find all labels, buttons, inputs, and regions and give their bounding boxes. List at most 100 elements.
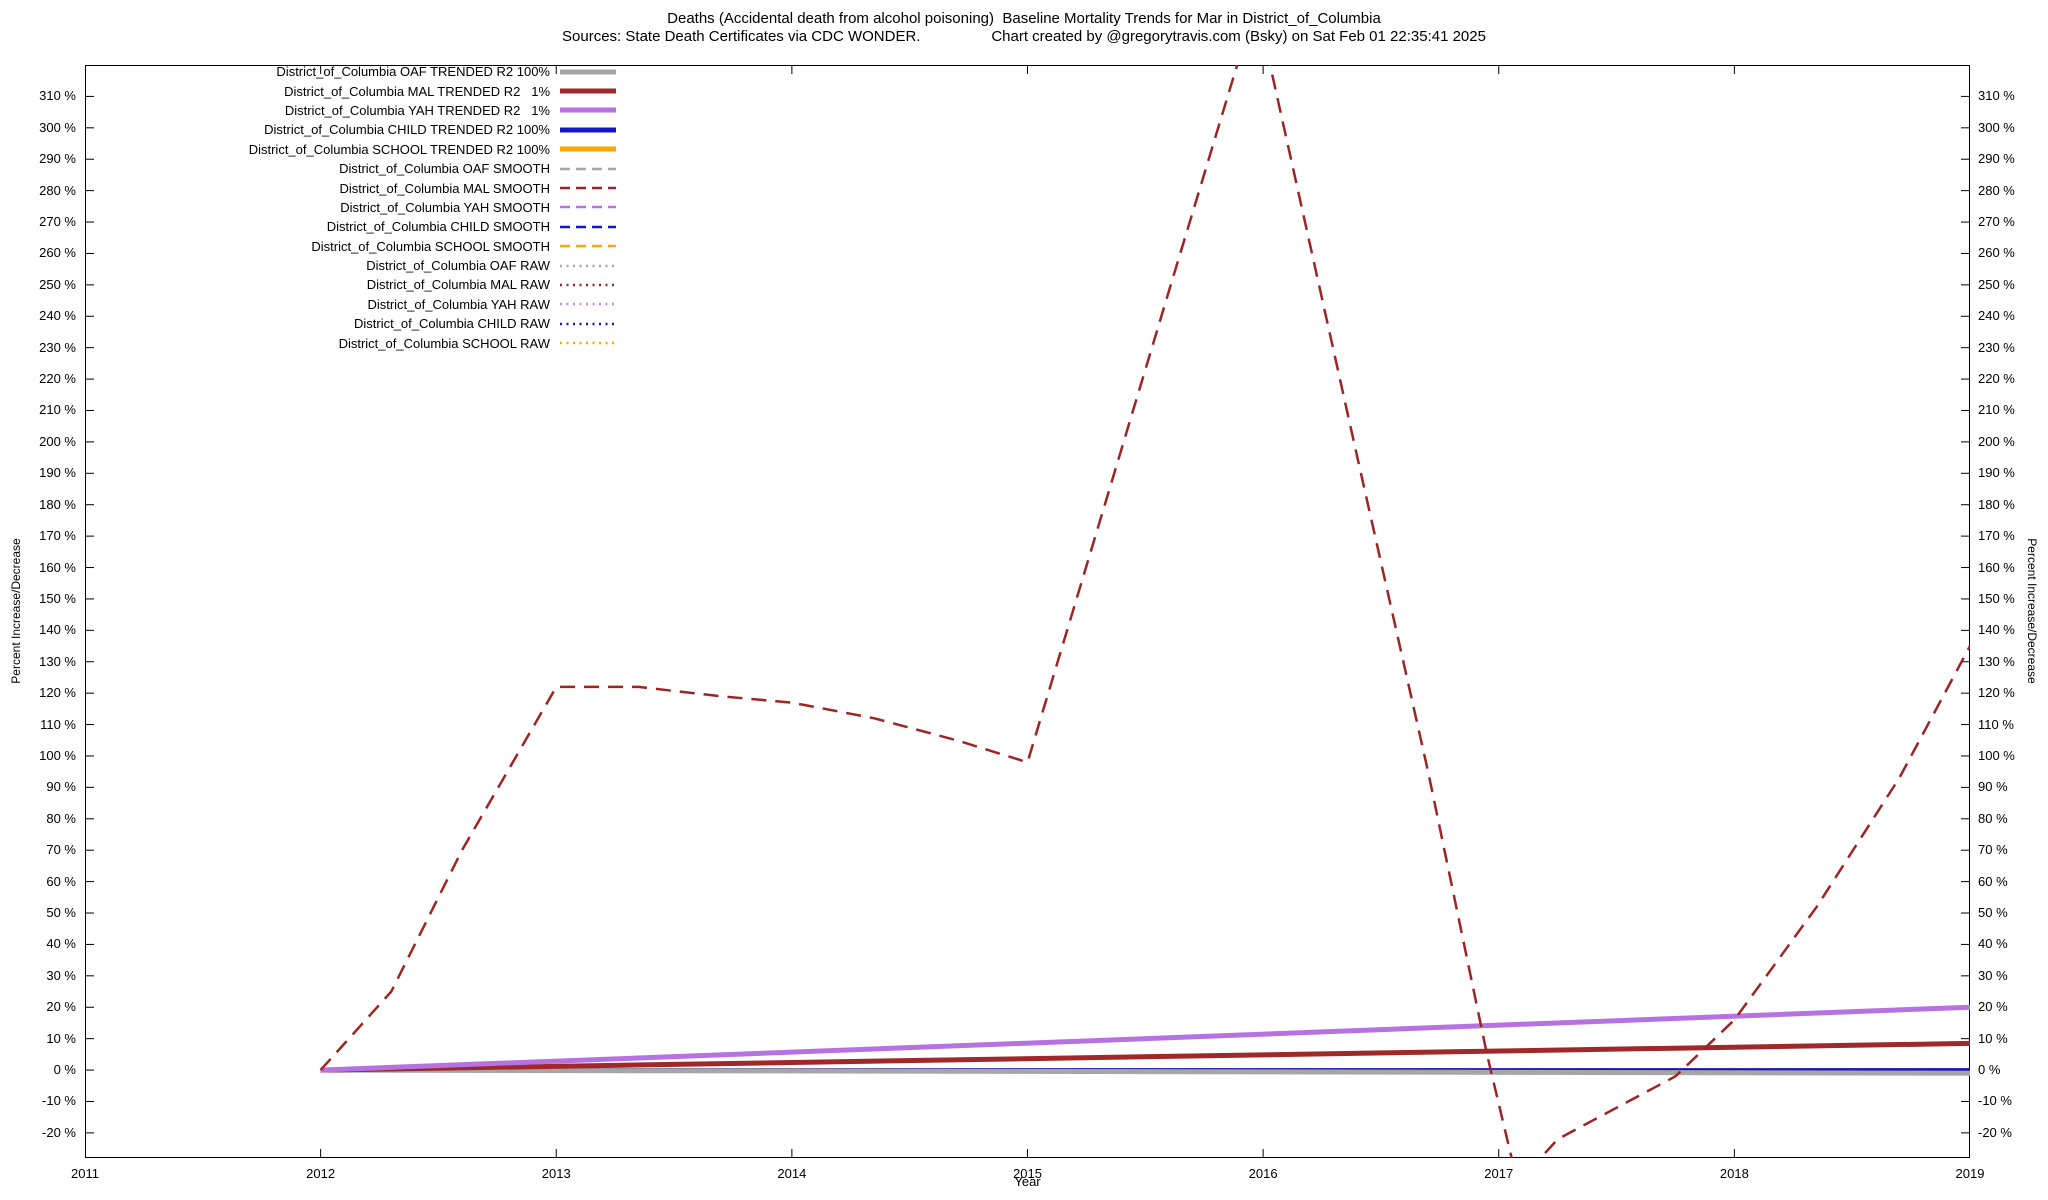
y-tick-label: 60 %	[46, 873, 76, 889]
x-tick-label: 2012	[306, 1166, 336, 1181]
y-tick-label: 130 %	[39, 653, 76, 669]
y-tick-label: 240 %	[1978, 308, 2015, 324]
y-tick-label: 40 %	[1978, 936, 2008, 952]
y-tick-label: 310 %	[39, 88, 76, 104]
x-axis-label: Year	[1014, 1174, 1041, 1189]
y-tick-label: 300 %	[1978, 119, 2015, 135]
y-tick-label: 20 %	[1978, 999, 2008, 1015]
legend-item: District_of_Columbia MAL SMOOTH	[85, 178, 617, 197]
y-tick-label: 30 %	[1978, 967, 2008, 983]
y-tick-label: 70 %	[1978, 842, 2008, 858]
legend-item: District_of_Columbia MAL TRENDED R2 1%	[85, 81, 617, 100]
y-tick-label: 160 %	[1978, 559, 2015, 575]
y-tick-label: 170 %	[39, 528, 76, 544]
y-tick-label: 200 %	[1978, 433, 2015, 449]
y-tick-label: 100 %	[39, 747, 76, 763]
x-tick-label: 2014	[777, 1166, 807, 1181]
y-tick-label: 290 %	[1978, 151, 2015, 167]
y-tick-label: 220 %	[39, 371, 76, 387]
y-tick-label: 120 %	[39, 685, 76, 701]
legend-item: District_of_Columbia YAH SMOOTH	[85, 198, 617, 217]
legend-line-sample	[560, 167, 616, 170]
y-tick-label: 140 %	[39, 622, 76, 638]
y-tick-label: 10 %	[46, 1030, 76, 1046]
y-tick-label: 60 %	[1978, 873, 2008, 889]
plot-area	[85, 65, 1970, 1158]
y-tick-label: 100 %	[1978, 747, 2015, 763]
y-tick-label: 200 %	[39, 433, 76, 449]
legend-item: District_of_Columbia OAF SMOOTH	[85, 159, 617, 178]
legend-item-label: District_of_Columbia CHILD RAW	[353, 316, 550, 332]
legend-item-label: District_of_Columbia YAH SMOOTH	[340, 199, 550, 215]
legend-line-sample	[560, 341, 616, 345]
y-tick-label: 150 %	[1978, 590, 2015, 606]
y-tick-label: 30 %	[46, 967, 76, 983]
y-tick-label: 280 %	[1978, 182, 2015, 198]
y-tick-label: 190 %	[1978, 465, 2015, 481]
y-tick-label: 40 %	[46, 936, 76, 952]
series-line	[320, 1067, 1970, 1076]
legend-line-sample	[560, 244, 616, 248]
legend-item: District_of_Columbia CHILD SMOOTH	[85, 217, 617, 236]
legend-item: District_of_Columbia SCHOOL SMOOTH	[85, 237, 617, 256]
y-tick-label: 210 %	[1978, 402, 2015, 418]
y-tick-label: 260 %	[1978, 245, 2015, 261]
legend-item: District_of_Columbia CHILD RAW	[85, 314, 617, 333]
y-tick-label: 240 %	[39, 308, 76, 324]
y-tick-label: 70 %	[46, 842, 76, 858]
y-tick-label: 310 %	[1978, 88, 2015, 104]
y-tick-label: 80 %	[46, 810, 76, 826]
legend-line-sample	[560, 146, 616, 152]
legend-item: District_of_Columbia YAH TRENDED R2 1%	[85, 101, 617, 120]
legend-line-sample	[560, 322, 616, 326]
y-tick-label: -20 %	[1978, 1124, 2012, 1140]
legend-item-label: District_of_Columbia SCHOOL TRENDED R2 1…	[248, 141, 550, 157]
y-tick-label: 110 %	[40, 716, 76, 732]
legend-item-label: District_of_Columbia MAL SMOOTH	[339, 180, 550, 196]
y-tick-label: 120 %	[1978, 685, 2015, 701]
y-tick-label: 270 %	[1978, 214, 2015, 230]
y-tick-label: -10 %	[1978, 1093, 2012, 1109]
y-tick-label: -20 %	[42, 1124, 76, 1140]
legend-item-label: District_of_Columbia YAH RAW	[367, 296, 550, 312]
legend-item-label: District_of_Columbia OAF RAW	[366, 258, 550, 274]
chart-subtitle: Sources: State Death Certificates via CD…	[562, 28, 1486, 45]
y-tick-label: 290 %	[39, 151, 76, 167]
legend-line-sample	[560, 69, 616, 75]
legend-item-label: District_of_Columbia MAL TRENDED R2 1%	[284, 83, 550, 99]
legend-line-sample	[560, 107, 616, 113]
chart-title: Deaths (Accidental death from alcohol po…	[667, 10, 1381, 27]
y-tick-label: 90 %	[46, 779, 76, 795]
y-tick-label: 180 %	[1978, 496, 2015, 512]
y-tick-label: 0 %	[53, 1062, 76, 1078]
legend-item-label: District_of_Columbia SCHOOL SMOOTH	[311, 238, 550, 254]
series-line	[320, 1004, 1970, 1073]
legend-item-label: District_of_Columbia YAH TRENDED R2 1%	[284, 102, 550, 118]
y-tick-label: 150 %	[39, 590, 76, 606]
y-tick-label: 190 %	[39, 465, 76, 481]
legend-line-sample	[560, 127, 616, 133]
y-tick-label: 280 %	[39, 182, 76, 198]
y-tick-label: 0 %	[1978, 1062, 2001, 1078]
y-tick-label: 250 %	[1978, 276, 2015, 292]
legend-line-sample	[560, 264, 616, 267]
y-tick-label: 50 %	[1978, 905, 2008, 921]
legend-line-sample	[560, 303, 616, 306]
y-tick-label: 90 %	[1978, 779, 2008, 795]
y-tick-label: 210 %	[39, 402, 76, 418]
legend-item: District_of_Columbia OAF TRENDED R2 100%	[85, 62, 617, 81]
legend-item: District_of_Columbia MAL RAW	[85, 275, 617, 294]
legend-item: District_of_Columbia OAF RAW	[85, 256, 617, 275]
y-tick-label: 20 %	[46, 999, 76, 1015]
series-line	[319, 65, 1970, 1158]
y-tick-label: 170 %	[1978, 528, 2015, 544]
y-tick-label: 130 %	[1978, 653, 2015, 669]
y-tick-label: 80 %	[1978, 810, 2008, 826]
legend: District_of_Columbia OAF TRENDED R2 100%…	[85, 62, 617, 353]
y-tick-label: 260 %	[39, 245, 76, 261]
x-tick-label: 2013	[541, 1166, 571, 1181]
y-tick-label: 270 %	[39, 214, 76, 230]
x-tick-label: 2019	[1955, 1166, 1985, 1181]
y-tick-label: 160 %	[39, 559, 76, 575]
